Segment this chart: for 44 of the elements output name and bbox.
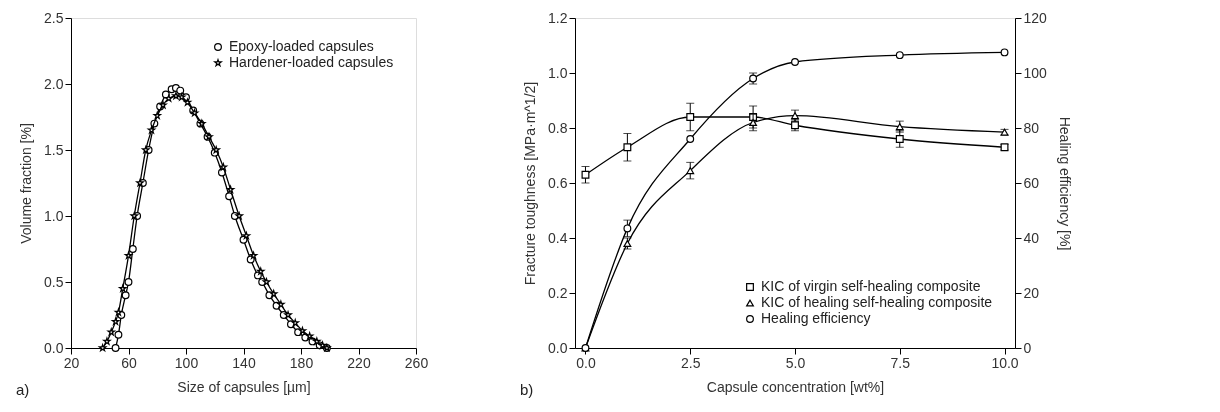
legend-label: Hardener-loaded capsules — [229, 54, 394, 70]
y2-tick-label: 60 — [1023, 174, 1040, 191]
y2-tick-label: 120 — [1023, 9, 1048, 26]
x-axis-title: Size of capsules [µm] — [177, 378, 311, 395]
x-tick-label: 220 — [347, 354, 371, 371]
text: a) — [16, 381, 30, 398]
x-tick-label: 7.5 — [890, 354, 911, 371]
y-tick-label: 1.0 — [44, 207, 64, 224]
y-tick-label: 1.2 — [548, 9, 568, 26]
y-tick-label: 1.5 — [44, 141, 64, 158]
y-tick-label: 0.0 — [548, 339, 568, 356]
x-tick-label: 260 — [404, 354, 429, 371]
x-tick-label: 0.0 — [576, 354, 596, 371]
text: b) — [520, 381, 534, 398]
y-tick-label: 0.5 — [44, 273, 64, 290]
y2-tick-label: 20 — [1023, 284, 1040, 301]
x-axis-title: Capsule concentration [wt%] — [706, 378, 885, 395]
legend-label: KIC of virgin self-healing composite — [761, 278, 981, 294]
y2-tick-label: 80 — [1023, 119, 1040, 136]
x-tick-label: 60 — [121, 354, 137, 371]
y-tick-label: 0.8 — [548, 119, 568, 136]
x-tick-label: 10.0 — [991, 354, 1019, 371]
legend-label: Healing efficiency — [761, 310, 871, 326]
x-tick-label: 140 — [232, 354, 256, 371]
y2-tick-label: 0 — [1023, 339, 1032, 356]
y-tick-label: 0.0 — [44, 339, 64, 356]
y-axis-title: Volume fraction [%] — [18, 123, 35, 244]
legend-label: KIC of healing self-healing composite — [761, 294, 993, 310]
y-tick-label: 0.4 — [548, 229, 568, 246]
y-tick-label: 2.5 — [44, 9, 64, 26]
x-tick-label: 100 — [174, 354, 199, 371]
x-tick-label: 2.5 — [681, 354, 701, 371]
y2-tick-label: 100 — [1023, 64, 1048, 81]
x-tick-label: 180 — [289, 354, 314, 371]
y-tick-label: 0.6 — [548, 174, 568, 191]
y2-axis-title: Healing efficiency [%] — [1056, 116, 1073, 251]
y-tick-label: 1.0 — [548, 64, 568, 81]
y-tick-label: 0.2 — [548, 284, 568, 301]
legend-label: Epoxy-loaded capsules — [229, 38, 374, 54]
y-axis-title: Fracture toughness [MPa·m^1/2] — [522, 81, 539, 286]
x-tick-label: 5.0 — [785, 354, 806, 371]
y2-tick-label: 40 — [1023, 229, 1040, 246]
y-tick-label: 2.0 — [44, 75, 64, 92]
x-tick-label: 20 — [63, 354, 80, 371]
